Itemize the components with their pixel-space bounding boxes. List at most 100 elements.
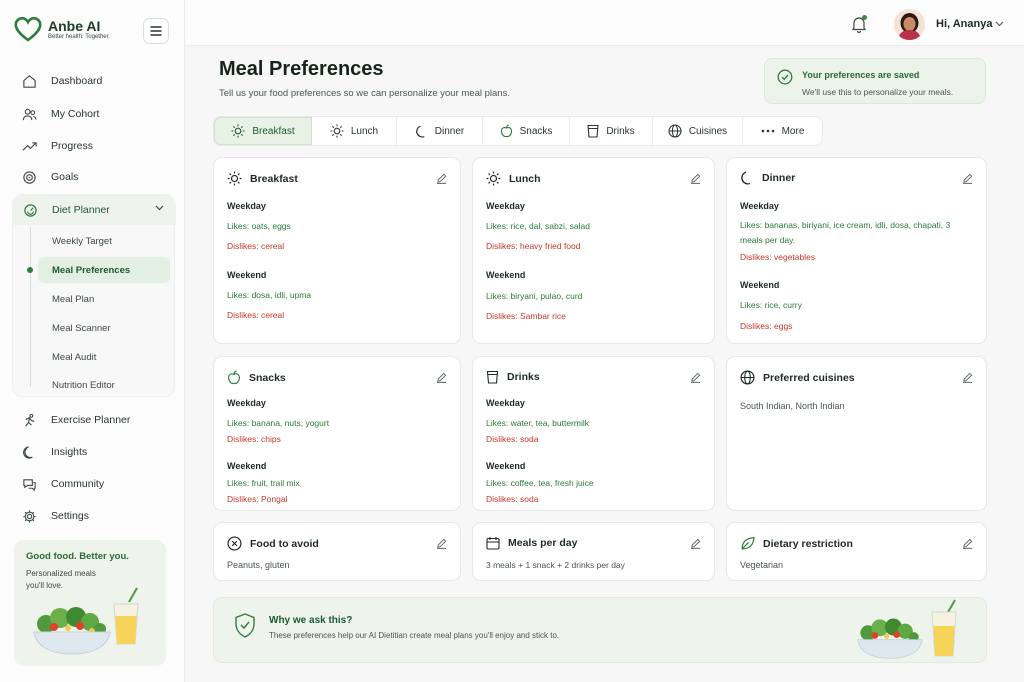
notification-dot xyxy=(862,15,867,20)
sub-meal-preferences[interactable]: Meal Preferences xyxy=(38,257,170,283)
x-circle-icon xyxy=(227,536,242,551)
edit-pencil-icon[interactable] xyxy=(436,173,447,184)
tab-more[interactable]: More xyxy=(743,117,822,145)
cuisines-value: South Indian, North Indian xyxy=(740,401,845,411)
nav-exercise-planner[interactable]: Exercise Planner xyxy=(14,406,174,434)
tab-snacks[interactable]: Snacks xyxy=(483,117,570,145)
edit-pencil-icon[interactable] xyxy=(962,372,973,383)
heart-logo-icon xyxy=(14,16,42,42)
dinner-card: Dinner Weekday Likes: bananas, biriyani,… xyxy=(726,157,987,344)
nav-goals-label: Goals xyxy=(51,171,79,183)
user-greeting[interactable]: Hi, Ananya xyxy=(936,18,993,30)
card-title: Dinner xyxy=(762,172,796,184)
page-subtitle: Tell us your food preferences so we can … xyxy=(219,88,510,99)
weekday-label: Weekday xyxy=(227,398,266,408)
juice-glass-illustration xyxy=(111,586,141,646)
edit-pencil-icon[interactable] xyxy=(962,538,973,549)
bell-icon[interactable] xyxy=(851,16,867,33)
drinks-card: Drinks Weekday Likes: water, tea, butter… xyxy=(472,356,715,511)
nav-progress[interactable]: Progress xyxy=(14,132,174,160)
toast-title: Your preferences are saved xyxy=(802,70,920,80)
nav-goals[interactable]: Goals xyxy=(14,163,174,191)
tab-lunch[interactable]: Lunch xyxy=(312,117,397,145)
salad-bowl-illustration xyxy=(32,602,112,658)
weekday-likes: Likes: bananas, biriyani, ice cream, idl… xyxy=(740,220,951,245)
chevron-down-icon[interactable] xyxy=(995,21,1004,27)
brand[interactable]: Anbe AI Better health. Together. xyxy=(14,16,110,42)
tab-dinner-label: Dinner xyxy=(434,125,465,137)
nav-settings[interactable]: Settings xyxy=(14,502,174,530)
nav-dashboard[interactable]: Dashboard xyxy=(14,67,174,95)
tab-cuisines[interactable]: Cuisines xyxy=(653,117,743,145)
page-title: Meal Preferences xyxy=(219,58,384,80)
sub-nutrition-editor[interactable]: Nutrition Editor xyxy=(52,379,115,391)
weekend-likes: Likes: dosa, idli, upma xyxy=(227,290,312,300)
cup-icon xyxy=(486,370,499,384)
home-icon xyxy=(22,74,37,89)
card-title: Snacks xyxy=(249,371,286,384)
apple-icon xyxy=(500,124,513,138)
edit-pencil-icon[interactable] xyxy=(436,372,447,383)
nav-insights[interactable]: Insights xyxy=(14,438,174,466)
avatar[interactable] xyxy=(894,9,925,40)
nav-community[interactable]: Community xyxy=(14,470,174,498)
food-to-avoid-card: Food to avoid Peanuts, gluten xyxy=(213,522,461,581)
sun-icon xyxy=(330,124,344,138)
salad-bowl-illustration xyxy=(856,616,924,660)
saved-toast: Your preferences are saved We'll use thi… xyxy=(764,58,986,104)
nav-my-cohort[interactable]: My Cohort xyxy=(14,100,174,128)
edit-pencil-icon[interactable] xyxy=(690,538,701,549)
promo-title: Good food. Better you. xyxy=(26,551,129,562)
card-title: Dietary restriction xyxy=(763,537,853,550)
nav-insights-label: Insights xyxy=(51,446,88,458)
card-header: Lunch xyxy=(486,171,541,186)
moon-icon xyxy=(415,125,428,138)
preferred-cuisines-card: Preferred cuisines South Indian, North I… xyxy=(726,356,987,511)
snacks-card: Snacks Weekday Likes: banana, nuts, yogu… xyxy=(213,356,461,511)
weekend-dislikes: Dislikes: Sambar rice xyxy=(486,311,566,321)
cup-icon xyxy=(587,124,599,138)
card-title: Lunch xyxy=(509,172,541,185)
weekend-likes: Likes: fruit, trail mix xyxy=(227,478,300,488)
edit-pencil-icon[interactable] xyxy=(962,173,973,184)
leaf-icon xyxy=(740,536,755,551)
card-header: Drinks xyxy=(486,370,540,384)
tab-drinks[interactable]: Drinks xyxy=(570,117,653,145)
why-subtitle: These preferences help our AI Dietitian … xyxy=(269,631,560,640)
sun-icon xyxy=(231,124,245,138)
moon-icon xyxy=(740,171,754,185)
card-header: Dinner xyxy=(740,171,795,185)
card-title: Meals per day xyxy=(508,537,578,549)
breakfast-card: Breakfast Weekday Likes: oats, eggs Disl… xyxy=(213,157,461,344)
weekday-likes: Likes: oats, eggs xyxy=(227,221,291,231)
target-icon xyxy=(22,170,37,185)
tree-line xyxy=(30,227,31,387)
nav-settings-label: Settings xyxy=(51,510,89,522)
edit-pencil-icon[interactable] xyxy=(690,372,701,383)
tab-snacks-label: Snacks xyxy=(519,125,553,137)
sun-icon xyxy=(486,171,501,186)
edit-pencil-icon[interactable] xyxy=(436,538,447,549)
sub-weekly-target[interactable]: Weekly Target xyxy=(52,235,112,247)
weekend-dislikes: Dislikes: eggs xyxy=(740,321,793,331)
nav-diet-planner[interactable]: Diet Planner xyxy=(13,195,176,225)
card-header: Meals per day xyxy=(486,536,577,550)
sub-meal-scanner[interactable]: Meal Scanner xyxy=(52,322,111,334)
menu-toggle-button[interactable] xyxy=(143,18,169,44)
weekend-dislikes: Dislikes: soda xyxy=(486,494,539,504)
globe-icon xyxy=(740,370,755,385)
tab-dinner[interactable]: Dinner xyxy=(397,117,483,145)
edit-pencil-icon[interactable] xyxy=(690,173,701,184)
card-header: Dietary restriction xyxy=(740,536,853,551)
weekend-label: Weekend xyxy=(486,270,526,280)
brand-name: Anbe AI xyxy=(48,17,101,34)
tab-breakfast[interactable]: Breakfast xyxy=(214,117,312,145)
weekday-dislikes: Dislikes: chips xyxy=(227,434,281,444)
sub-meal-audit[interactable]: Meal Audit xyxy=(52,351,97,363)
sub-meal-plan[interactable]: Meal Plan xyxy=(52,293,95,305)
shield-check-icon xyxy=(234,613,256,638)
lunch-card: Lunch Weekday Likes: rice, dal, sabzi, s… xyxy=(472,157,715,344)
sidebar: Anbe AI Better health. Together. Dashboa… xyxy=(0,0,185,682)
brand-tagline: Better health. Together. xyxy=(48,33,110,40)
nav-my-cohort-label: My Cohort xyxy=(51,108,100,120)
